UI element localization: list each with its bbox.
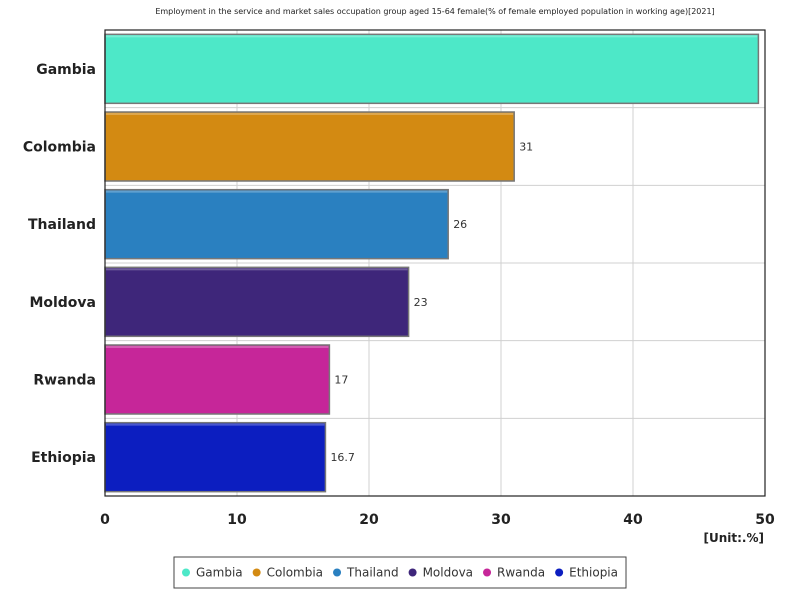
plot-frame (104, 29, 766, 497)
data-label: 31 (519, 141, 533, 154)
x-tick-label: 20 (359, 512, 379, 528)
category-label: Ethiopia (31, 450, 96, 466)
x-tick-label: 50 (755, 512, 775, 528)
legend: Gambia Colombia Thailand Moldova Rwanda Ethio… (173, 556, 627, 589)
bar-highlight (106, 346, 329, 348)
legend-swatch (408, 568, 417, 577)
category-label: Gambia (36, 62, 96, 78)
grid (105, 30, 765, 496)
data-label: 23 (414, 296, 428, 309)
chart-title: Employment in the service and market sal… (155, 7, 714, 16)
legend-entry-label: Ethiopia (569, 566, 618, 580)
bar-rect (104, 266, 410, 338)
bar-rect (104, 33, 760, 105)
data-labels: 31 26 23 17 16.7 (330, 141, 533, 465)
bar-highlight (106, 113, 514, 115)
bar-moldova (104, 266, 410, 338)
bars (104, 33, 760, 493)
bar-thailand (104, 188, 449, 260)
unit-label: [Unit:.%] (704, 531, 765, 545)
x-tick-label: 10 (227, 512, 247, 528)
bar-rect (104, 188, 449, 260)
legend-entry-label: Moldova (423, 566, 473, 580)
category-labels: Gambia Colombia Thailand Moldova Rwanda Ethio… (23, 62, 96, 466)
legend-swatch (181, 568, 190, 577)
legend-entry-label: Thailand (346, 566, 399, 580)
bar-highlight (106, 190, 448, 193)
bar-rect (104, 344, 331, 415)
bar-rwanda (104, 344, 331, 415)
data-label: 17 (334, 374, 348, 387)
bar-colombia (104, 111, 515, 182)
bar-highlight (106, 423, 325, 426)
legend-swatch (483, 568, 492, 577)
legend-entry-label: Gambia (196, 566, 243, 580)
bar-gambia (104, 33, 760, 105)
category-label: Rwanda (33, 373, 96, 389)
data-label: 26 (453, 218, 467, 231)
bar-ethiopia (104, 421, 327, 493)
bar-rect (104, 111, 515, 182)
bar-highlight (106, 35, 758, 38)
x-tick-label: 0 (100, 512, 110, 528)
bar-highlight (106, 268, 408, 271)
category-label: Colombia (23, 140, 96, 156)
legend-entry-label: Rwanda (497, 566, 545, 580)
legend-entry-label: Colombia (267, 566, 323, 580)
bar-rect (104, 421, 327, 493)
x-tick-label: 40 (623, 512, 643, 528)
category-label: Thailand (28, 217, 96, 233)
legend-swatch (555, 568, 564, 577)
x-axis-tick-labels: 0 10 20 30 40 50 (100, 512, 775, 528)
data-label: 16.7 (330, 451, 355, 464)
legend-swatch (252, 568, 261, 577)
legend-swatch (333, 568, 342, 577)
category-label: Moldova (29, 295, 96, 311)
legend-frame (173, 556, 627, 589)
x-tick-label: 30 (491, 512, 511, 528)
